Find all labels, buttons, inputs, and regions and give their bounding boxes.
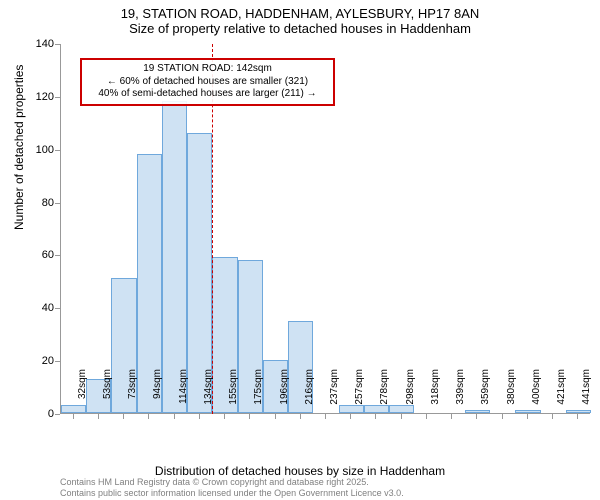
footer-line1: Contains HM Land Registry data © Crown c… bbox=[60, 477, 404, 487]
xtick-mark bbox=[577, 414, 578, 419]
ytick-label: 60 bbox=[24, 249, 54, 261]
xtick-mark bbox=[249, 414, 250, 419]
xtick-label: 114sqm bbox=[178, 369, 189, 419]
xtick-label: 53sqm bbox=[102, 369, 113, 419]
footer-line2: Contains public sector information licen… bbox=[60, 488, 404, 498]
ytick-mark bbox=[55, 97, 60, 98]
xtick-mark bbox=[174, 414, 175, 419]
xtick-label: 155sqm bbox=[228, 369, 239, 419]
xtick-label: 298sqm bbox=[405, 369, 416, 419]
ytick-mark bbox=[55, 44, 60, 45]
xtick-label: 94sqm bbox=[152, 369, 163, 419]
xtick-mark bbox=[300, 414, 301, 419]
xtick-mark bbox=[98, 414, 99, 419]
ytick-label: 120 bbox=[24, 91, 54, 103]
xtick-mark bbox=[552, 414, 553, 419]
xtick-label: 257sqm bbox=[354, 369, 365, 419]
ytick-mark bbox=[55, 255, 60, 256]
xtick-label: 380sqm bbox=[506, 369, 517, 419]
xtick-mark bbox=[502, 414, 503, 419]
xtick-mark bbox=[451, 414, 452, 419]
ytick-mark bbox=[55, 308, 60, 309]
annotation-line: ← 60% of detached houses are smaller (32… bbox=[88, 76, 327, 89]
ytick-label: 140 bbox=[24, 38, 54, 50]
annotation-line: 40% of semi-detached houses are larger (… bbox=[88, 88, 327, 101]
xtick-label: 175sqm bbox=[253, 369, 264, 419]
ytick-label: 100 bbox=[24, 144, 54, 156]
title-subtitle: Size of property relative to detached ho… bbox=[0, 21, 600, 38]
xtick-mark bbox=[350, 414, 351, 419]
xtick-label: 441sqm bbox=[581, 369, 592, 419]
ytick-mark bbox=[55, 414, 60, 415]
xtick-mark bbox=[275, 414, 276, 419]
xtick-mark bbox=[73, 414, 74, 419]
xtick-mark bbox=[401, 414, 402, 419]
xtick-label: 73sqm bbox=[127, 369, 138, 419]
ytick-label: 40 bbox=[24, 302, 54, 314]
xtick-mark bbox=[224, 414, 225, 419]
xtick-label: 32sqm bbox=[77, 369, 88, 419]
ytick-mark bbox=[55, 361, 60, 362]
chart-area: 02040608010012014032sqm53sqm73sqm94sqm11… bbox=[60, 44, 590, 414]
xtick-label: 278sqm bbox=[379, 369, 390, 419]
xtick-mark bbox=[148, 414, 149, 419]
x-axis-label: Distribution of detached houses by size … bbox=[0, 464, 600, 478]
histogram-bar bbox=[162, 101, 187, 413]
ytick-label: 80 bbox=[24, 197, 54, 209]
xtick-label: 216sqm bbox=[304, 369, 315, 419]
xtick-label: 237sqm bbox=[329, 369, 340, 419]
annotation-box: 19 STATION ROAD: 142sqm← 60% of detached… bbox=[80, 58, 335, 106]
xtick-label: 421sqm bbox=[556, 369, 567, 419]
xtick-mark bbox=[325, 414, 326, 419]
xtick-mark bbox=[426, 414, 427, 419]
xtick-label: 400sqm bbox=[531, 369, 542, 419]
ytick-mark bbox=[55, 150, 60, 151]
footer-attribution: Contains HM Land Registry data © Crown c… bbox=[60, 477, 404, 498]
ytick-label: 20 bbox=[24, 355, 54, 367]
annotation-line: 19 STATION ROAD: 142sqm bbox=[88, 63, 327, 76]
title-address: 19, STATION ROAD, HADDENHAM, AYLESBURY, … bbox=[0, 0, 600, 21]
xtick-mark bbox=[375, 414, 376, 419]
xtick-label: 339sqm bbox=[455, 369, 466, 419]
xtick-label: 196sqm bbox=[279, 369, 290, 419]
xtick-label: 359sqm bbox=[480, 369, 491, 419]
ytick-label: 0 bbox=[24, 408, 54, 420]
xtick-mark bbox=[476, 414, 477, 419]
xtick-label: 318sqm bbox=[430, 369, 441, 419]
ytick-mark bbox=[55, 203, 60, 204]
xtick-mark bbox=[123, 414, 124, 419]
chart-container: 19, STATION ROAD, HADDENHAM, AYLESBURY, … bbox=[0, 0, 600, 500]
xtick-label: 134sqm bbox=[203, 369, 214, 419]
xtick-mark bbox=[527, 414, 528, 419]
xtick-mark bbox=[199, 414, 200, 419]
y-axis-label: Number of detached properties bbox=[12, 65, 26, 230]
